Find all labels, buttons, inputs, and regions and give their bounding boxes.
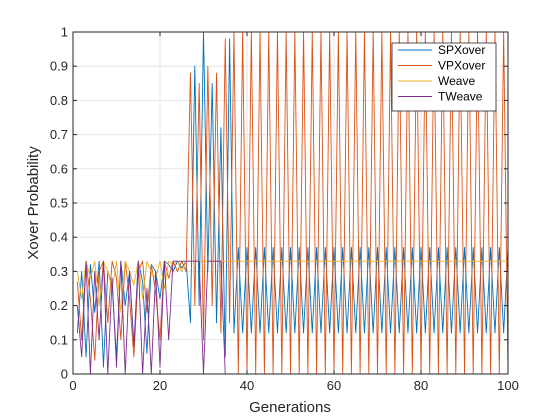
x-tick-label: 80 [414,378,428,393]
series-line-spxover [76,31,509,368]
x-tick-label: 0 [69,378,76,393]
x-axis-label: Generations [249,399,331,416]
y-tick-label: 1 [61,25,68,40]
y-tick-label: 0.9 [50,59,68,74]
x-tick-label: 20 [153,378,167,393]
y-tick-label: 0.5 [50,196,68,211]
legend-label-weave: Weave [438,74,475,88]
series-line-weave [76,260,508,313]
y-tick-label: 0.4 [50,230,68,245]
y-tick-label: 0.1 [50,332,68,347]
legend-label-tweave: TWeave [438,90,483,104]
axis-ticks: 0 20 40 60 80 100 0 0.1 0.2 0.3 0.4 0.5 0.6 0.7 0.8 0.9… [50,25,519,394]
y-tick-label: 0.2 [50,298,68,313]
series-line-vpxover [76,31,509,375]
y-tick-label: 0.3 [50,264,68,279]
legend-label-vpxover: VPXover [438,59,485,73]
y-tick-label: 0.6 [50,161,68,176]
y-tick-label: 0.8 [50,93,68,108]
x-tick-label: 60 [327,378,341,393]
legend-label-spxover: SPXover [438,43,485,57]
y-tick-label: 0.7 [50,127,68,142]
y-tick-label: 0 [61,367,68,382]
x-tick-label: 100 [497,378,519,393]
x-tick-label: 40 [240,378,254,393]
y-axis-label: Xover Probability [25,146,42,260]
legend-box [391,42,497,112]
